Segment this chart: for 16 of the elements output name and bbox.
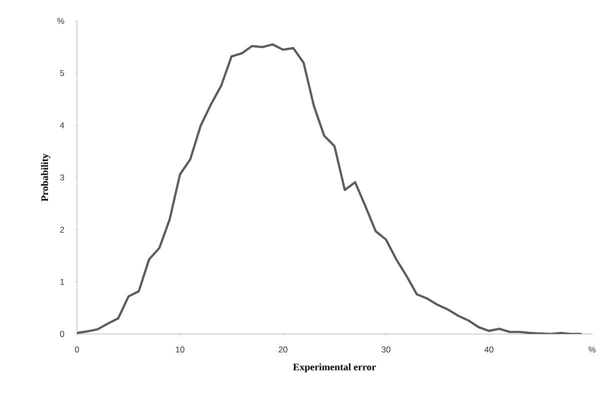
x-tick-label: 0 [74,346,80,353]
y-tick-label: 0 [60,331,64,337]
line-series [77,43,583,334]
x-tick-label: 10 [176,346,184,353]
x-axis-title: Experimental error [293,363,376,372]
x-tick-label: 40 [484,346,494,353]
y-tick-label: 1 [60,278,64,285]
y-axis-title: Probability [41,154,50,202]
y-tick-label: 2 [60,226,64,233]
x-tick-label: 20 [278,346,288,353]
y-tick-label: 5 [60,70,64,76]
x-tick-label: % [588,346,596,352]
x-tick-label: 30 [382,346,390,353]
y-tick-label: % [57,18,64,24]
y-tick-label: 4 [60,122,64,128]
y-tick-label: 3 [60,174,64,180]
